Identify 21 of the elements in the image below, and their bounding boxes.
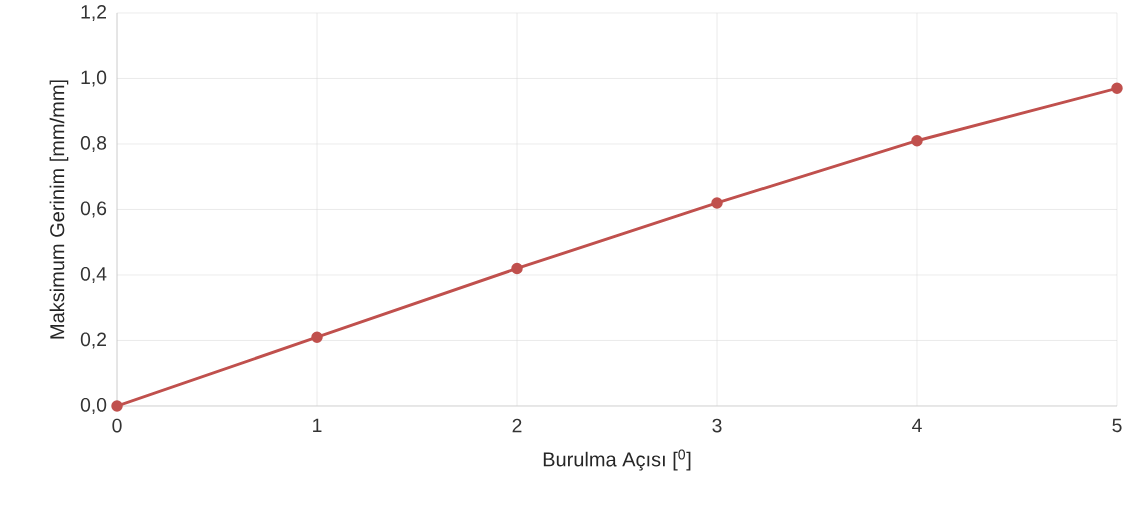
x-tick-label: 0 xyxy=(112,418,122,433)
point xyxy=(311,331,323,343)
y-axis-title: Maksimum Gerinim [mm/mm] xyxy=(49,80,69,339)
point xyxy=(711,197,723,209)
x-axis-title: Burulma Açısı [$^{0}$] xyxy=(543,449,691,471)
x-tick-label: 4 xyxy=(912,418,922,432)
point xyxy=(111,400,123,412)
y-tick-label: 0,0 xyxy=(80,397,107,414)
y-tick-label: 1,2 xyxy=(81,5,106,21)
x-tick-label: 3 xyxy=(712,418,722,433)
y-tick-label: 0,2 xyxy=(80,332,106,349)
x-tick-label: 2 xyxy=(512,418,522,433)
y-tick-label: 1,0 xyxy=(81,70,107,87)
y-tick-label: 0,8 xyxy=(80,136,107,152)
point xyxy=(911,134,923,147)
x-tick-label: 1 xyxy=(313,418,322,432)
point xyxy=(511,262,523,275)
y-tick-label: 0,4 xyxy=(80,266,107,283)
y-tick-label: 0,6 xyxy=(80,201,107,218)
x-tick-label: 5 xyxy=(1112,418,1122,433)
point xyxy=(1111,82,1123,95)
